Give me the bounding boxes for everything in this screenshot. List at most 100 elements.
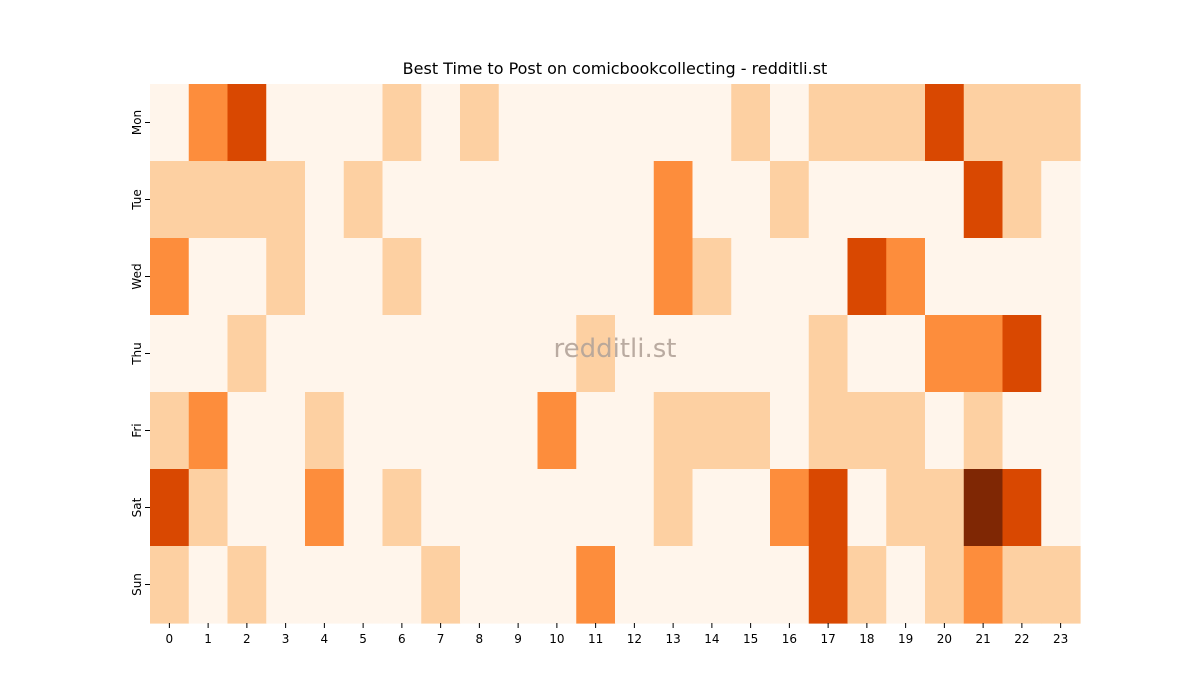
x-tick-label: 4	[321, 632, 329, 646]
heatmap-cell-thu-21	[963, 315, 1004, 393]
x-tick-label: 1	[204, 632, 212, 646]
heatmap-cell-wed-8	[460, 238, 500, 316]
heatmap-cell-sun-13	[653, 546, 694, 624]
heatmap-cell-sat-8	[460, 469, 500, 547]
heatmap-cell-fri-1	[188, 392, 229, 470]
heatmap-cell-sat-21	[963, 469, 1004, 547]
heatmap-cell-sat-22	[1002, 469, 1042, 547]
y-tick-label-fri: Fri	[130, 423, 144, 437]
heatmap-cell-fri-22	[1002, 392, 1042, 470]
heatmap-cell-sun-20	[925, 546, 965, 624]
heatmap-cell-tue-7	[421, 161, 461, 239]
heatmap-cell-fri-19	[886, 392, 926, 470]
heatmap-cell-sun-15	[731, 546, 771, 624]
heatmap-cell-wed-5	[343, 238, 384, 316]
heatmap-cell-sun-5	[343, 546, 384, 624]
heatmap-cell-tue-8	[460, 161, 500, 239]
heatmap-cell-sun-22	[1002, 546, 1042, 624]
heatmap-cell-sun-1	[188, 546, 229, 624]
heatmap-cell-sun-0	[150, 546, 190, 624]
heatmap-cell-thu-0	[150, 315, 190, 393]
heatmap-cell-sat-13	[653, 469, 694, 547]
heatmap-cell-thu-3	[266, 315, 306, 393]
heatmap-cell-wed-4	[305, 238, 345, 316]
heatmap-cell-thu-8	[460, 315, 500, 393]
heatmap-cell-mon-23	[1041, 84, 1081, 162]
heatmap-cell-sat-15	[731, 469, 771, 547]
heatmap-cell-thu-12	[615, 315, 655, 393]
heatmap-cell-wed-18	[847, 238, 887, 316]
heatmap-cell-mon-3	[266, 84, 306, 162]
heatmap-cell-fri-2	[227, 392, 267, 470]
heatmap-cell-tue-5	[343, 161, 384, 239]
heatmap-cell-sun-3	[266, 546, 306, 624]
heatmap-cell-wed-1	[188, 238, 229, 316]
heatmap-cell-mon-11	[576, 84, 616, 162]
heatmap-cell-fri-14	[692, 392, 732, 470]
heatmap-cell-mon-21	[963, 84, 1004, 162]
x-tick-label: 18	[859, 632, 874, 646]
heatmap-cell-sun-17	[808, 546, 849, 624]
heatmap-cell-tue-15	[731, 161, 771, 239]
heatmap-cell-thu-1	[188, 315, 229, 393]
heatmap-cell-fri-9	[498, 392, 539, 470]
x-tick-label: 10	[549, 632, 564, 646]
heatmap-cell-tue-2	[227, 161, 267, 239]
heatmap-cell-sun-23	[1041, 546, 1081, 624]
heatmap-cell-sat-14	[692, 469, 732, 547]
heatmap-cell-thu-16	[770, 315, 810, 393]
x-tick-label: 0	[166, 632, 174, 646]
heatmap-cell-wed-7	[421, 238, 461, 316]
heatmap-cell-mon-16	[770, 84, 810, 162]
heatmap-cell-tue-19	[886, 161, 926, 239]
x-tick-label: 6	[398, 632, 406, 646]
heatmap-cell-sat-17	[808, 469, 849, 547]
heatmap-cell-fri-8	[460, 392, 500, 470]
heatmap-cell-sat-1	[188, 469, 229, 547]
heatmap-cell-wed-20	[925, 238, 965, 316]
heatmap-cell-tue-3	[266, 161, 306, 239]
heatmap-cell-sun-4	[305, 546, 345, 624]
heatmap-cell-thu-9	[498, 315, 539, 393]
heatmap-cell-mon-12	[615, 84, 655, 162]
y-tick-label-tue: Tue	[130, 189, 144, 211]
heatmap-cell-tue-16	[770, 161, 810, 239]
heatmap-cell-mon-0	[150, 84, 190, 162]
heatmap-cell-sat-12	[615, 469, 655, 547]
watermark: redditli.st	[553, 334, 677, 364]
heatmap-cell-sun-11	[576, 546, 616, 624]
heatmap-cell-fri-11	[576, 392, 616, 470]
heatmap-cell-tue-13	[653, 161, 694, 239]
heatmap-cell-tue-10	[537, 161, 577, 239]
heatmap-cell-tue-9	[498, 161, 539, 239]
heatmap-cell-thu-20	[925, 315, 965, 393]
heatmap-cell-thu-11	[576, 315, 616, 393]
heatmap-cell-sat-0	[150, 469, 190, 547]
chart-title: Best Time to Post on comicbookcollecting…	[402, 59, 828, 78]
heatmap-cell-sun-14	[692, 546, 732, 624]
heatmap-cell-sun-7	[421, 546, 461, 624]
heatmap-cell-mon-6	[382, 84, 422, 162]
heatmap-cell-fri-7	[421, 392, 461, 470]
heatmap-cell-tue-12	[615, 161, 655, 239]
heatmap-cell-fri-20	[925, 392, 965, 470]
heatmap-cell-mon-13	[653, 84, 694, 162]
heatmap-cell-mon-14	[692, 84, 732, 162]
heatmap-cell-mon-2	[227, 84, 267, 162]
x-tick-label: 12	[627, 632, 642, 646]
x-tick-label: 15	[743, 632, 758, 646]
heatmap-cell-sat-20	[925, 469, 965, 547]
heatmap-cell-mon-15	[731, 84, 771, 162]
heatmap-cell-mon-4	[305, 84, 345, 162]
heatmap-cell-mon-18	[847, 84, 887, 162]
heatmap-cell-sun-8	[460, 546, 500, 624]
heatmap-cell-fri-16	[770, 392, 810, 470]
heatmap-cell-sun-19	[886, 546, 926, 624]
x-tick-label: 19	[898, 632, 913, 646]
heatmap-cell-sun-16	[770, 546, 810, 624]
heatmap-cell-thu-23	[1041, 315, 1081, 393]
y-tick-label-sat: Sat	[130, 497, 144, 517]
heatmap-cell-thu-10	[537, 315, 577, 393]
heatmap-cell-sat-18	[847, 469, 887, 547]
